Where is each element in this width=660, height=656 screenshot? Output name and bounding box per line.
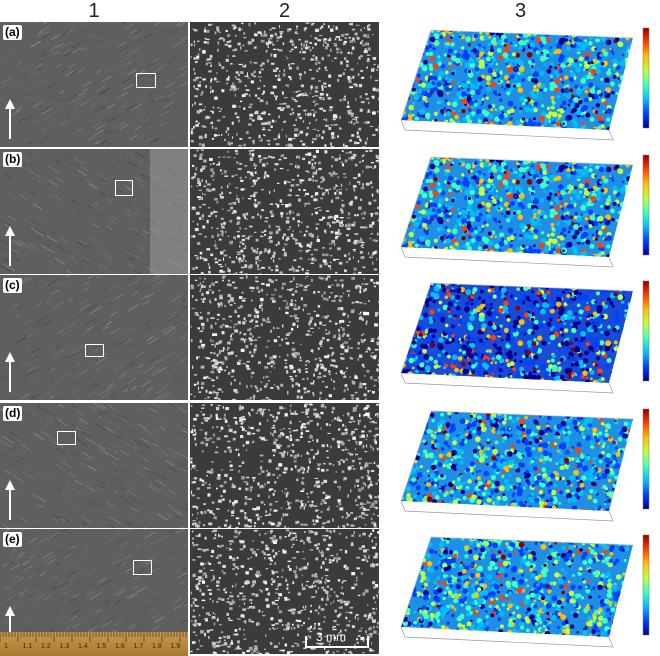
surface-plot-3d-3 [381,275,660,400]
ruler-mark: 1.7 [133,643,144,650]
ruler-mark: 1.4 [78,643,88,650]
surface-image-2: (b) [0,149,188,274]
scale-bar-tick-left [305,636,307,648]
row-label: (e) [3,532,22,547]
column-header-3: 3 [514,0,527,22]
surface-image-1: (a) [0,22,188,147]
colorbar [642,27,650,129]
row-label: (c) [3,278,22,293]
speckle-zoom-4 [190,403,379,528]
row-label: (b) [3,152,23,167]
colorbar [642,154,650,256]
ruler-mark: 1 [4,643,8,650]
ruler: 1 1.1 1.2 1.3 1.4 1.5 1.6 1.7 1.8 1.9 [0,632,188,656]
up-arrow-icon [5,226,15,266]
ruler-mark: 1.5 [96,643,107,650]
speckle-zoom-3 [190,275,379,400]
up-arrow-icon [5,99,15,139]
roi-box [85,344,104,357]
scale-bar-label: 3 mm [316,630,346,644]
roi-box [133,560,152,575]
colorbar [642,534,650,636]
roi-box [115,180,133,196]
surface-image-4: (d) [0,403,188,528]
ruler-mark: 1.3 [59,643,70,650]
column-header-2: 2 [278,0,291,22]
colorbar [642,280,650,382]
colorbar [642,408,650,510]
surface-image-3: (c) [0,275,188,400]
up-arrow-icon [5,606,15,639]
roi-box [57,431,76,445]
up-arrow-icon [5,480,15,520]
ruler-mark: 1.8 [152,643,162,650]
scale-bar [305,646,369,648]
speckle-zoom-1 [190,22,379,147]
speckle-zoom-5 [190,529,379,654]
ruler-mark: 1.9 [170,643,181,650]
surface-plot-3d-1 [381,22,660,147]
surface-plot-3d-2 [381,149,660,274]
column-header-1: 1 [88,0,100,22]
ruler-mark: 1.2 [41,643,51,650]
row-label: (a) [3,25,22,40]
up-arrow-icon [5,352,15,392]
ruler-mark: 1.1 [22,643,33,650]
speckle-zoom-2 [190,149,379,274]
surface-plot-3d-4 [381,403,660,528]
surface-plot-3d-5 [381,529,660,654]
ruler-mark: 1.6 [115,643,125,650]
row-label: (d) [3,406,23,421]
scale-bar-tick-right [367,636,369,648]
roi-box [136,73,156,88]
surface-image-5: (e) [0,529,188,639]
